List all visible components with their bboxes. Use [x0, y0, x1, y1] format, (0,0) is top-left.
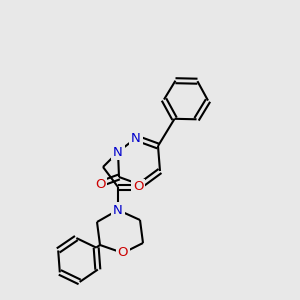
Text: O: O	[95, 178, 105, 190]
Text: N: N	[113, 203, 123, 217]
Text: N: N	[131, 131, 141, 145]
Text: O: O	[133, 181, 143, 194]
Text: O: O	[118, 247, 128, 260]
Text: N: N	[113, 146, 123, 158]
